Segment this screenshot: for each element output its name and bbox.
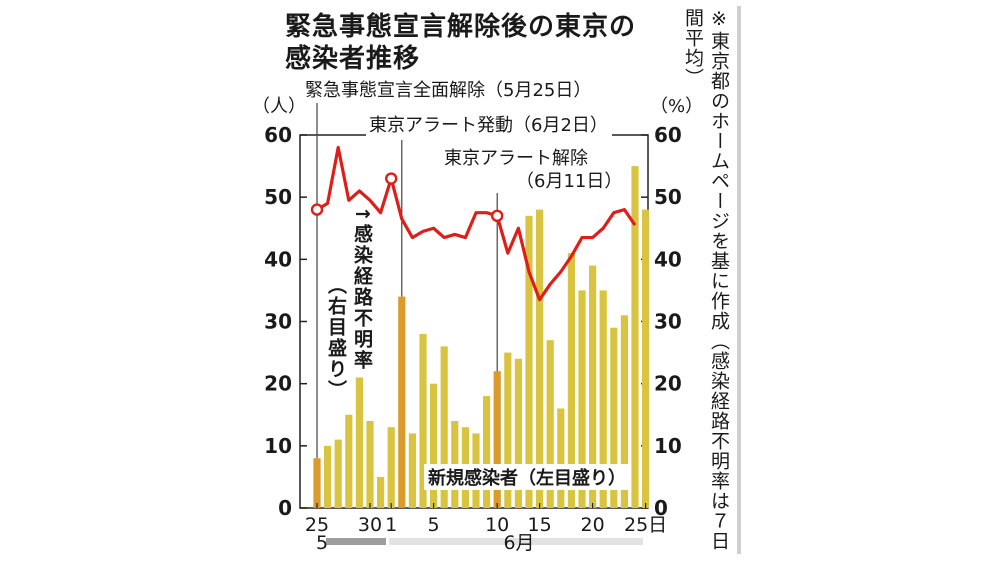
annotation-alert-start: 東京アラート発動（6月2日） <box>369 115 608 136</box>
annotation-bg <box>302 77 632 103</box>
bar-new-cases <box>610 327 618 508</box>
right-tick-label: 10 <box>654 434 682 458</box>
bar-new-cases <box>334 439 342 508</box>
bar-new-cases <box>419 333 427 508</box>
x-tick-label: 30 <box>358 514 382 536</box>
chart-title-line-1: 緊急事態宣言解除後の東京の <box>285 12 637 42</box>
x-tick-label: 25日 <box>624 514 667 536</box>
month-band-may <box>326 538 386 545</box>
bar-new-cases <box>493 371 501 508</box>
bar-new-cases <box>440 346 448 508</box>
month-label-may: 5 <box>316 532 328 554</box>
bar-new-cases <box>313 458 321 508</box>
annotation-bg <box>366 112 612 136</box>
left-tick-label: 10 <box>264 434 292 458</box>
annotation-alert-lift-date: （6月11日） <box>516 171 622 192</box>
left-tick-label: 20 <box>264 372 292 396</box>
annotation-rate-label: ↑感染経路不明率 <box>351 206 373 371</box>
bar-new-cases <box>536 209 544 508</box>
right-tick-label: 0 <box>654 496 668 520</box>
bar-new-cases <box>366 420 374 508</box>
bar-new-cases <box>377 476 385 508</box>
bar-new-cases <box>578 290 586 508</box>
bar-new-cases <box>355 377 363 508</box>
line-unknown-route-rate <box>316 145 637 302</box>
annotation-bg <box>424 464 630 490</box>
x-tick-label: 5 <box>428 514 440 536</box>
x-tick-label: 10 <box>485 514 509 536</box>
annotation-alert-lift: 東京アラート解除 <box>444 148 588 169</box>
month-band-june <box>389 538 643 545</box>
line-marker <box>491 209 504 223</box>
annotation-rate-axis-note: （右目盛り） <box>325 275 348 401</box>
bar-new-cases <box>546 340 554 508</box>
bar-new-cases <box>514 358 522 508</box>
left-tick-label: 0 <box>278 496 292 520</box>
bar-new-cases <box>631 166 639 509</box>
right-tick-label: 50 <box>654 185 682 209</box>
bar-new-cases <box>398 296 406 508</box>
month-label-june: 6月 <box>503 532 534 554</box>
bar-new-cases <box>408 433 416 508</box>
left-tick-label: 50 <box>264 185 292 209</box>
x-tick-label: 20 <box>581 514 605 536</box>
bar-new-cases <box>430 383 438 508</box>
source-note: ※東京都のホームページを基に作成（感染経路不明率は７日間平均） <box>682 8 730 551</box>
annotation-bg <box>440 145 610 193</box>
line-marker <box>310 203 324 216</box>
bar-new-cases <box>483 396 491 508</box>
right-tick-label: 30 <box>654 310 682 334</box>
left-tick-label: 30 <box>264 310 292 334</box>
chart-title-line-2: 感染者推移 <box>285 44 421 74</box>
right-tick-label: 20 <box>654 372 682 396</box>
x-tick-label: 1 <box>385 514 397 536</box>
bar-new-cases <box>599 290 607 508</box>
bar-new-cases <box>387 427 395 508</box>
divider <box>737 6 741 554</box>
right-tick-label: 60 <box>654 123 682 147</box>
bar-new-cases <box>642 209 650 508</box>
right-tick-label: 40 <box>654 247 682 271</box>
bar-new-cases <box>324 445 332 508</box>
annotation-new-cases-label: 新規感染者（左目盛り） <box>428 467 626 489</box>
bar-new-cases <box>525 215 533 509</box>
line-marker <box>385 172 398 185</box>
right-axis-unit: （%） <box>650 96 703 117</box>
left-tick-label: 60 <box>264 123 292 147</box>
bar-new-cases <box>557 408 565 508</box>
bar-new-cases <box>504 352 512 508</box>
bar-new-cases <box>620 315 628 508</box>
bar-new-cases <box>589 265 597 508</box>
x-tick-label: 15 <box>528 514 552 536</box>
left-axis-unit: （人） <box>252 96 306 117</box>
left-tick-label: 40 <box>264 247 292 271</box>
annotation-emergency-lift: 緊急事態宣言全面解除（5月25日） <box>305 80 591 101</box>
x-tick-label: 25 <box>305 514 329 536</box>
bar-new-cases <box>345 414 353 508</box>
bar-new-cases <box>567 253 575 508</box>
